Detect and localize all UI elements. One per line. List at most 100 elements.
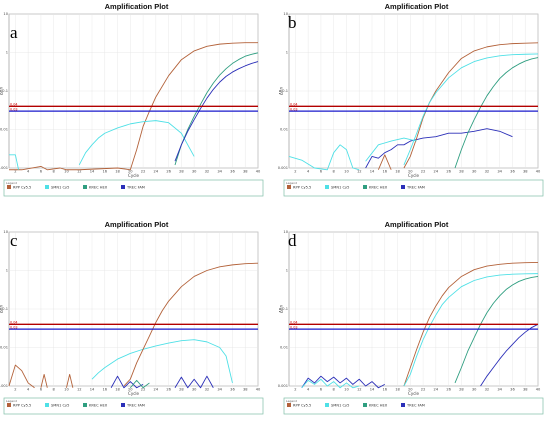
x-tick-label: 24 [434,170,439,174]
legend-swatch-rpp [7,185,11,189]
plot-title: Amplification Plot [385,220,449,229]
x-tick-label: 22 [141,388,146,392]
x-tick-label: 40 [256,170,261,174]
x-tick-label: 40 [536,388,541,392]
series-line-trec [480,323,539,387]
x-tick-label: 38 [523,170,528,174]
panel-letter: a [10,23,18,42]
series-line-smn1 [78,120,195,166]
legend-swatch-rpp [287,403,291,407]
x-tick-label: 26 [446,388,451,392]
series-line-trec [110,375,144,389]
legend-label-krec: KREC HEX [369,404,388,408]
series-line-smn1 [403,53,539,166]
series-line-rpp [66,373,74,388]
legend-box [3,179,264,197]
y-tick-label: 10 [283,12,288,16]
x-tick-label: 32 [485,388,490,392]
x-tick-label: 28 [179,170,184,174]
x-tick-label: 36 [230,170,235,174]
y-axis-label: ΔRn [279,87,284,96]
threshold-label: 0.04 [290,321,298,325]
legend-title: Legend [6,399,17,403]
x-tick-label: 2 [294,388,296,392]
y-axis-label: ΔRn [0,305,4,314]
x-tick-label: 32 [205,170,210,174]
series-line-trec [174,375,214,389]
legend-label-rpp: RPP Cy5.5 [13,404,31,408]
series-line-rpp [9,42,258,171]
x-tick-label: 32 [205,388,210,392]
x-tick-label: 20 [128,388,133,392]
x-tick-label: 2 [14,170,16,174]
series-line-smn1 [403,273,539,387]
series-line-smn1 [91,339,233,384]
x-tick-label: 20 [408,388,413,392]
legend-swatch-rpp [287,185,291,189]
x-tick-label: 26 [166,388,171,392]
legend-swatch-trec [401,185,405,189]
gridlines [289,231,539,387]
legend-box [283,179,544,197]
panel-letter: c [10,231,18,250]
legend-label-smn1: SMN1 Cy5 [331,186,349,190]
legend-title: Legend [286,399,297,403]
legend-label-krec: KREC HEX [369,186,388,190]
x-tick-label: 14 [90,388,95,392]
x-tick-label: 4 [307,388,310,392]
y-tick-label: 0.1 [282,307,288,311]
x-tick-label: 40 [536,170,541,174]
legend-swatch-trec [121,185,125,189]
x-tick-label: 8 [333,170,336,174]
amplification-plot-c: Amplification Plot0.0010.010.11102468101… [0,220,264,415]
legend-swatch-krec [363,403,367,407]
threshold-label: 0.03 [10,108,18,112]
y-axis-label: ΔRn [0,87,4,96]
x-tick-label: 36 [230,388,235,392]
legend-label-smn1: SMN1 Cy5 [51,186,69,190]
threshold-label: 0.04 [290,103,298,107]
y-tick-label: 0.001 [278,166,288,170]
x-tick-label: 26 [166,170,171,174]
x-tick-label: 36 [510,388,515,392]
legend-swatch-krec [83,185,87,189]
legend-label-trec: TREC FAM [126,404,145,408]
x-tick-label: 16 [102,170,107,174]
series-line-krec [454,276,539,384]
x-tick-label: 8 [333,388,336,392]
panel-letter: d [288,231,297,250]
legend-box [3,397,264,415]
x-tick-label: 8 [53,170,56,174]
legend-title: Legend [6,181,17,185]
x-tick-label: 40 [256,388,261,392]
series-line-rpp [403,42,539,169]
series-line-trec [365,128,513,169]
legend-label-smn1: SMN1 Cy5 [331,404,349,408]
x-tick-label: 4 [307,170,310,174]
y-tick-label: 1 [6,269,8,273]
y-tick-label: 0.1 [2,89,8,93]
x-tick-label: 14 [90,170,95,174]
threshold-label: 0.03 [290,108,298,112]
x-tick-label: 34 [217,388,222,392]
x-tick-label: 28 [459,388,464,392]
x-tick-label: 12 [77,170,82,174]
threshold-label: 0.04 [10,321,18,325]
x-tick-label: 10 [344,388,349,392]
x-tick-label: 10 [64,388,69,392]
x-tick-label: 6 [40,388,43,392]
x-axis-label: Cycle [128,391,139,396]
threshold-label: 0.03 [10,326,18,330]
x-tick-label: 36 [510,170,515,174]
x-tick-label: 22 [421,388,426,392]
x-tick-label: 24 [434,388,439,392]
x-tick-label: 28 [179,388,184,392]
x-tick-label: 18 [395,170,400,174]
y-tick-label: 0.01 [0,128,8,132]
x-axis-label: Cycle [128,173,139,178]
series-line-smn1 [301,378,360,389]
series-line-rpp [8,364,35,389]
x-tick-label: 18 [115,388,120,392]
